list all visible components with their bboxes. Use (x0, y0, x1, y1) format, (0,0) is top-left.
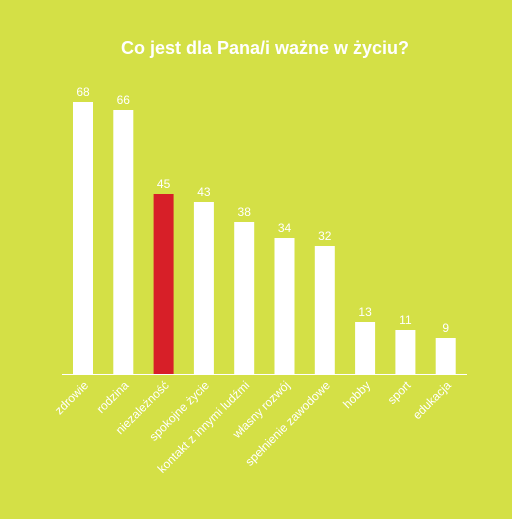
value-label-0: 68 (76, 85, 90, 99)
bar-8 (395, 330, 416, 374)
bar-3 (193, 202, 214, 374)
value-label-2: 45 (157, 177, 171, 191)
value-label-3: 43 (197, 185, 211, 199)
bars-group (73, 102, 456, 374)
value-labels-group: 68 66 45 43 38 34 32 13 11 9 (76, 85, 449, 335)
category-label-8: sport (385, 378, 414, 407)
bar-5 (274, 238, 295, 374)
value-label-5: 34 (278, 221, 292, 235)
bar-9 (435, 338, 456, 374)
bar-1 (113, 110, 134, 374)
bar-4 (234, 222, 255, 374)
bar-0 (73, 102, 93, 374)
bar-2 (153, 194, 174, 374)
bar-6 (314, 246, 335, 374)
value-label-7: 13 (358, 305, 372, 319)
value-label-4: 38 (238, 205, 252, 219)
category-label-9: edukacja (410, 378, 454, 422)
bar-7 (355, 322, 376, 374)
value-label-6: 32 (318, 229, 332, 243)
category-label-1: rodzina (94, 378, 132, 416)
value-label-9: 9 (442, 321, 449, 335)
value-label-1: 66 (117, 93, 131, 107)
category-label-7: hobby (340, 378, 373, 411)
chart-title: Co jest dla Pana/i ważne w życiu? (120, 38, 410, 58)
value-label-8: 11 (399, 313, 412, 327)
category-label-0: zdrowie (52, 378, 91, 417)
